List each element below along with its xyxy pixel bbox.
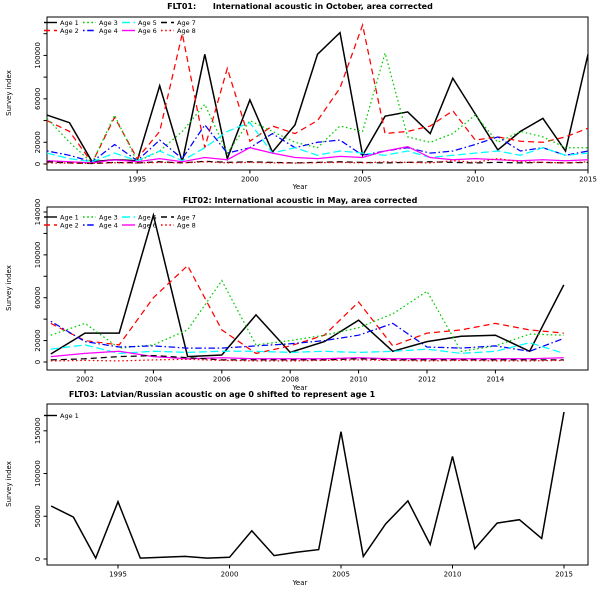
legend-label-age-7: Age 7	[177, 19, 196, 27]
series-age-5	[50, 342, 564, 355]
x-tick-label: 2015	[579, 176, 597, 184]
series-age-6	[50, 350, 564, 360]
y-tick-label: 0	[34, 360, 42, 364]
legend-label-age-4: Age 4	[99, 27, 118, 35]
y-tick-label: 60000	[34, 287, 42, 309]
legend-label-age-1: Age 1	[60, 214, 79, 222]
series-age-4	[50, 320, 565, 352]
y-tick-label: 100000	[34, 241, 42, 268]
legend: Age 1	[44, 412, 79, 420]
legend-label-age-4: Age 4	[99, 222, 118, 230]
x-tick-label: 2000	[241, 176, 259, 184]
x-tick-label: 2010	[350, 376, 368, 384]
x-tick-label: 2010	[466, 176, 484, 184]
series-age-1	[50, 411, 565, 560]
y-tick-label: 100000	[34, 460, 42, 487]
legend-label-age-2: Age 2	[60, 27, 79, 35]
plot-box	[46, 16, 589, 171]
chart1-x-axis-label: Year	[292, 183, 308, 191]
y-tick-label: 140000	[34, 199, 42, 226]
x-tick-label: 2000	[221, 571, 239, 579]
x-tick-label: 2008	[281, 376, 299, 384]
x-tick-label: 2012	[418, 376, 436, 384]
legend-label-age-5: Age 5	[138, 214, 157, 222]
plot-box	[46, 403, 589, 566]
series-age-1	[50, 212, 565, 358]
chart-2: 2002 2004 2006 2008 2010 2012 2014 0 20000 60000 1…	[34, 199, 589, 384]
x-tick-label: 2014	[486, 376, 504, 384]
chart3-y-axis-label: Survey index	[5, 461, 13, 507]
legend-label-age-2: Age 2	[60, 222, 79, 230]
legend-label-age-6: Age 6	[138, 27, 157, 35]
chart3-x-axis-label: Year	[292, 579, 308, 587]
plot-box	[46, 206, 589, 371]
legend-label-age-8: Age 8	[177, 27, 196, 35]
legend-label-age-3: Age 3	[99, 19, 118, 27]
y-tick-label: 60000	[34, 88, 42, 110]
legend-label-age-3: Age 3	[99, 214, 118, 222]
chart-3: 1995 2000 2005 2010 2015 0 50000 100000 150000 Ag…	[34, 403, 589, 579]
legend-label-age-6: Age 6	[138, 222, 157, 230]
x-tick-label: 2006	[213, 376, 231, 384]
legend-label-age-5: Age 5	[138, 19, 157, 27]
series-age-3	[46, 50, 588, 164]
chart2-y-axis-label: Survey index	[5, 265, 13, 311]
y-tick-label: 0	[34, 162, 42, 166]
chart-1: 1995 2000 2005 2010 201502000060000100000Age…	[34, 16, 597, 184]
chart1-y-axis-label: Survey index	[5, 70, 13, 116]
y-tick-label: 20000	[34, 329, 42, 351]
chart3-title: FLT03: Latvian/Russian acoustic on age 0…	[68, 390, 376, 399]
series-age-5	[46, 121, 589, 163]
chart2-title: FLT02: International acoustic in May, ar…	[182, 196, 418, 205]
legend-label-age-1: Age 1	[60, 19, 79, 27]
series-age-8	[50, 358, 564, 362]
series-age-2	[46, 22, 589, 165]
chart2-x-axis-label: Year	[292, 384, 308, 392]
series-age-7	[46, 160, 589, 165]
legend-label-age-8: Age 8	[177, 222, 196, 230]
x-tick-label: 2004	[144, 376, 162, 384]
x-tick-label: 1995	[128, 176, 146, 184]
y-tick-label: 20000	[34, 131, 42, 153]
x-tick-label: 2010	[444, 571, 462, 579]
y-tick-label: 0	[34, 557, 42, 561]
x-tick-label: 1995	[109, 571, 127, 579]
legend-label-age-7: Age 7	[177, 214, 196, 222]
series-age-6	[46, 145, 589, 164]
series-age-7	[50, 354, 564, 361]
y-tick-label: 50000	[34, 505, 42, 527]
x-tick-label: 2015	[555, 571, 573, 579]
y-tick-label: 150000	[34, 417, 42, 444]
series-age-3	[50, 279, 564, 352]
x-tick-label: 2005	[354, 176, 372, 184]
y-tick-label: 100000	[34, 42, 42, 69]
chart1-title: FLT01: International acoustic in October…	[167, 2, 433, 11]
legend-label-age-1: Age 1	[60, 412, 79, 420]
series-age-2	[50, 264, 564, 355]
x-tick-label: 2002	[76, 376, 94, 384]
x-tick-label: 2005	[332, 571, 350, 579]
